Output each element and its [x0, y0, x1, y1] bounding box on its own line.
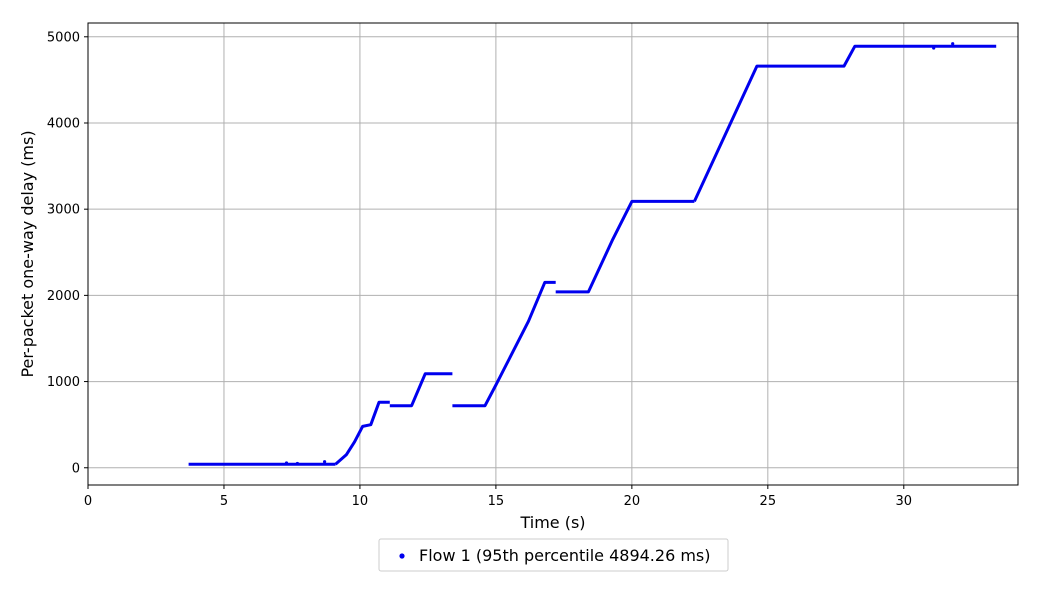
y-tick-label: 1000 — [47, 375, 80, 390]
flow-1-series-segment — [693, 44, 997, 203]
y-tick-label: 3000 — [47, 203, 80, 218]
x-tick-label: 30 — [896, 494, 913, 509]
y-axis-title: Per-packet one-way delay (ms) — [18, 130, 37, 377]
flow-1-data-point — [323, 460, 327, 464]
flow-1-series-segment — [452, 280, 556, 408]
y-axis-ticks: 0 1000 2000 3000 4000 5000 — [47, 30, 88, 476]
x-axis-title: Time (s) — [519, 513, 585, 532]
y-tick-label: 4000 — [47, 116, 80, 131]
y-tick-label: 5000 — [47, 30, 80, 45]
flow-1-data-point — [951, 42, 955, 46]
legend-box — [378, 538, 729, 572]
grid-layer — [87, 23, 1018, 485]
flow-1-series-segment — [334, 400, 390, 466]
flow-1-data-point — [295, 461, 299, 466]
x-tick-label: 0 — [84, 494, 92, 509]
data-layer — [188, 42, 997, 466]
plot-area-background — [88, 23, 1018, 485]
y-tick-label: 0 — [72, 461, 80, 476]
x-tick-label: 25 — [760, 494, 777, 509]
flow-1-series-segment — [389, 372, 453, 408]
x-tick-label: 15 — [488, 494, 505, 509]
legend-marker — [399, 553, 405, 559]
x-tick-label: 10 — [352, 494, 369, 509]
x-axis-ticks: 0 5 10 15 20 25 30 — [84, 485, 912, 509]
legend-label-flow-1: Flow 1 (95th percentile 4894.26 ms) — [419, 546, 711, 565]
y-tick-label: 2000 — [47, 289, 80, 304]
flow-1-data-point — [284, 461, 289, 465]
legend: Flow 1 (95th percentile 4894.26 ms) — [378, 538, 729, 572]
plot-frame — [87, 22, 1019, 486]
x-tick-label: 20 — [624, 494, 641, 509]
x-tick-label: 5 — [220, 494, 228, 509]
flow-1-series-segment — [555, 199, 695, 294]
flow-1-data-point — [932, 46, 936, 50]
